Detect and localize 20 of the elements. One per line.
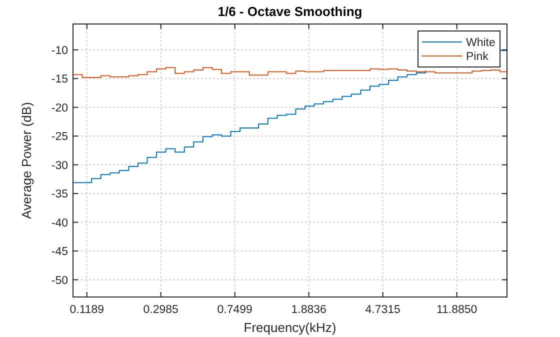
- y-tick-label: -20: [51, 102, 68, 114]
- y-tick-label: -50: [51, 274, 68, 287]
- y-tick-label: -35: [51, 188, 68, 201]
- x-tick-label: 4.7315: [365, 304, 400, 316]
- y-tick-label: -25: [51, 131, 68, 144]
- x-tick-label: 0.2985: [143, 304, 178, 316]
- chart-title: 1/6 - Octave Smoothing: [218, 4, 362, 19]
- x-tick-label: 1.8836: [291, 304, 326, 316]
- y-tick-label: -45: [51, 246, 68, 258]
- y-tick-label: -15: [51, 74, 68, 86]
- y-tick-label: -40: [51, 217, 68, 230]
- legend-label: White: [466, 37, 496, 50]
- x-axis-title: Frequency(kHz): [244, 320, 336, 335]
- y-tick-label: -10: [51, 44, 68, 57]
- legend-label: Pink: [466, 51, 489, 64]
- x-tick-label: 11.8850: [436, 304, 478, 316]
- x-tick-label: 0.1189: [70, 304, 104, 316]
- y-tick-label: -30: [51, 160, 68, 172]
- x-tick-label: 0.7499: [217, 304, 252, 316]
- y-axis-title: Average Power (dB): [19, 102, 34, 219]
